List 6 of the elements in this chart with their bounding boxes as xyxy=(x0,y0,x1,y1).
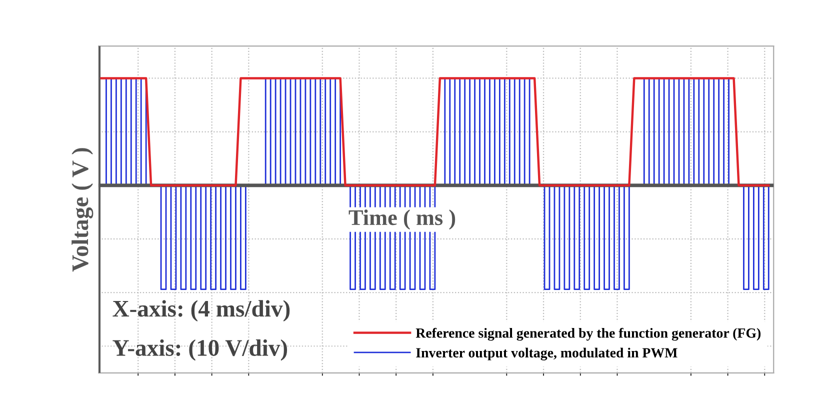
x-axis-title: Time ( ms ) xyxy=(348,210,456,230)
legend-label: Reference signal generated by the function generator (FG) xyxy=(416,328,761,341)
text: Y-axis: (10 V/div) xyxy=(112,339,288,361)
text: X-axis: (4 ms/div) xyxy=(112,300,290,322)
y-axis-title: Voltage ( V ) xyxy=(72,148,94,272)
legend-label: Inverter output voltage, modulated in PWM xyxy=(416,348,678,360)
